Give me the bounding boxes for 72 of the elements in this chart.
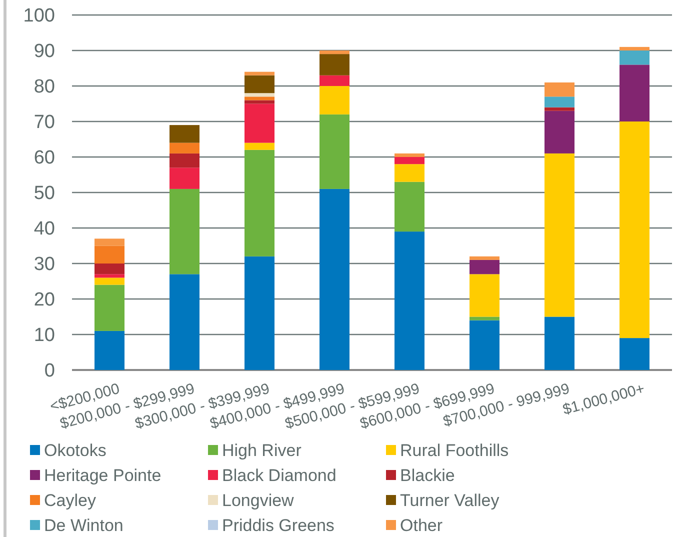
y-tick-label: 30 — [34, 254, 55, 276]
bar — [320, 75, 350, 86]
y-tick-label: 10 — [34, 325, 55, 346]
bar — [244, 100, 274, 104]
y-tick-label: 70 — [34, 112, 55, 134]
legend-label: De Winton — [44, 516, 124, 535]
legend-label: Okotoks — [44, 440, 106, 460]
bar — [394, 157, 424, 164]
bar — [620, 122, 650, 338]
bar — [470, 260, 500, 274]
bar — [620, 50, 650, 65]
y-tick-label: 90 — [34, 41, 55, 62]
legend-label: Black Diamond — [222, 466, 336, 485]
bar — [94, 238, 124, 246]
bar — [170, 125, 200, 143]
bar — [470, 316, 500, 320]
bar — [94, 278, 124, 285]
bar — [94, 284, 124, 331]
bar — [94, 264, 124, 274]
bar — [470, 320, 500, 370]
bar — [320, 54, 350, 76]
y-tick-label: 80 — [34, 76, 55, 98]
bar — [244, 142, 274, 150]
bar — [170, 153, 200, 168]
bar — [544, 316, 574, 370]
bar — [394, 164, 424, 182]
y-tick-label: 100 — [23, 6, 55, 27]
bar — [394, 153, 424, 157]
legend-label: High River — [222, 440, 302, 460]
bar — [244, 104, 274, 143]
bar — [170, 274, 200, 370]
bar — [244, 256, 274, 370]
bar — [170, 142, 200, 154]
legend-label: Longview — [222, 490, 295, 510]
y-tick-label: 0 — [44, 360, 55, 382]
bar — [620, 46, 650, 50]
legend-label: Priddis Greens — [222, 516, 334, 535]
bar — [94, 246, 124, 264]
bar — [620, 338, 650, 370]
bar — [244, 75, 274, 94]
bar — [544, 96, 574, 108]
bar — [244, 96, 274, 100]
legend-label: Blackie — [400, 466, 455, 485]
bar — [394, 182, 424, 232]
bar — [244, 72, 274, 76]
bar — [394, 232, 424, 370]
bar — [320, 50, 350, 54]
bar — [170, 188, 200, 274]
y-tick-label: 40 — [34, 218, 55, 240]
bar — [470, 256, 500, 260]
bar — [544, 107, 574, 111]
bar — [320, 114, 350, 189]
y-tick-label: 20 — [34, 290, 55, 311]
bar — [244, 150, 274, 256]
bar — [544, 110, 574, 154]
bar — [620, 64, 650, 122]
bar — [94, 274, 124, 278]
legend-label: Heritage Pointe — [44, 466, 162, 485]
bar — [244, 93, 274, 97]
bar — [94, 330, 124, 370]
bar — [470, 274, 500, 317]
legend-label: Turner Valley — [400, 490, 500, 510]
bar — [544, 82, 574, 97]
bar — [320, 86, 350, 114]
y-tick-label: 50 — [34, 183, 55, 204]
legend-label: Other — [400, 516, 443, 535]
legend-label: Rural Foothills — [400, 440, 509, 460]
bar — [544, 153, 574, 317]
bar — [170, 168, 200, 189]
legend-label: Cayley — [44, 490, 96, 510]
bar — [320, 188, 350, 370]
y-tick-label: 60 — [34, 148, 55, 169]
